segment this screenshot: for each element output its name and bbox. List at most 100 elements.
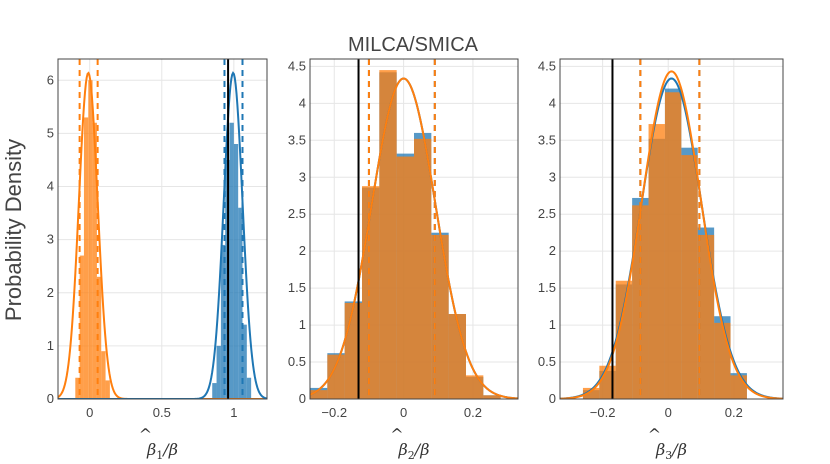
y-tick-label: 1.5 [538, 280, 556, 295]
y-tick-label: 3.5 [538, 132, 556, 147]
histogram-bar-orange [664, 92, 682, 399]
histogram-bar-blue [242, 324, 247, 399]
x-axis-label-subscript: 3 [665, 449, 672, 462]
histogram-bar-orange [681, 155, 698, 399]
panel-frame [309, 58, 519, 400]
y-tick-label: 0 [549, 391, 556, 406]
histogram-bar-orange [414, 138, 432, 399]
y-tick-label: 2 [299, 243, 306, 258]
histogram-bar-orange [448, 314, 466, 399]
y-tick-label: 1 [47, 338, 54, 353]
x-axis-label-tail: /β [413, 440, 430, 459]
histogram-bar-orange [327, 354, 345, 399]
histogram-bar-orange [310, 390, 328, 399]
x-tick-label: 0.5 [153, 405, 171, 420]
x-axis-label: β1/β [146, 440, 178, 462]
histogram-bar-orange [615, 280, 633, 399]
y-tick-label: 3.5 [288, 132, 306, 147]
y-tick-label: 4 [299, 95, 306, 110]
histogram-bar-orange [483, 395, 501, 399]
x-axis-label-symbol: β [146, 440, 156, 459]
histogram-bar-orange [648, 124, 665, 399]
histogram-bar-blue [238, 207, 243, 399]
x-tick-label: 0 [86, 405, 93, 420]
x-axis-label-symbol: β [655, 440, 665, 459]
histogram-bar-blue [246, 377, 252, 399]
fit-curve-blue [58, 71, 267, 399]
histogram-bar-orange [362, 186, 380, 399]
histogram-bar-orange [105, 380, 110, 399]
histogram-bar-blue [212, 383, 217, 399]
panel-beta3: 00.511.522.533.544.5−0.2 0 0.2β3/β^ [538, 58, 784, 462]
y-tick-label: 4.5 [538, 58, 556, 73]
panel-frame [57, 58, 268, 400]
histogram-bar-orange [101, 351, 106, 399]
y-tick-label: 4.5 [288, 58, 306, 73]
x-tick-label: −0.2 [590, 405, 616, 420]
x-axis-label-tail: /β [670, 440, 687, 459]
y-tick-label: 0 [47, 391, 54, 406]
x-tick-label: −0.2 [321, 405, 347, 420]
x-tick-label: 0.2 [725, 405, 743, 420]
x-tick-label: 1 [230, 405, 237, 420]
y-tick-label: 4 [47, 179, 54, 194]
panel-frame [559, 58, 784, 400]
x-tick-label: 0 [665, 405, 672, 420]
y-tick-label: 2.5 [538, 206, 556, 221]
histogram-bar-orange [730, 375, 747, 399]
x-tick-label: 0 [400, 405, 407, 420]
histogram-bar-blue [229, 122, 234, 399]
histogram-bar-blue [233, 144, 239, 399]
fit-curve-blue [560, 77, 783, 399]
x-tick-label: 0.2 [464, 405, 482, 420]
x-axis-label-tail: /β [161, 440, 178, 459]
y-tick-label: 6 [47, 72, 54, 87]
x-axis-label-subscript: 1 [156, 449, 163, 462]
plot-area [310, 59, 518, 399]
histogram-bar-orange [379, 70, 397, 399]
y-tick-label: 2 [47, 285, 54, 300]
plot-area [58, 59, 267, 399]
histogram-bar-orange [83, 117, 89, 399]
y-tick-label: 3 [47, 232, 54, 247]
x-axis-label: β3/β [655, 440, 687, 462]
hat-accent-icon: ^ [648, 425, 661, 444]
histogram-bar-orange [697, 234, 715, 399]
histogram-bar-blue [216, 345, 221, 399]
panel-beta2: 00.511.522.533.544.5−0.2 0 0.2β2/β^ [288, 58, 519, 462]
histogram-bar-orange [96, 276, 102, 399]
y-axis-label: Probability Density [1, 139, 26, 321]
histogram-bar-orange [396, 156, 414, 399]
plot-area [560, 59, 783, 399]
histogram-bar-orange [466, 375, 484, 399]
y-tick-label: 0.5 [538, 354, 556, 369]
y-tick-label: 3 [299, 169, 306, 184]
y-tick-label: 1 [549, 317, 556, 332]
hat-accent-icon: ^ [390, 425, 403, 444]
fit-curve-orange [560, 70, 783, 399]
histogram-bar-orange [714, 322, 731, 399]
x-axis-label-symbol: β [398, 440, 408, 459]
histogram-bar-orange [79, 255, 84, 399]
fit-curve-orange [58, 71, 267, 399]
figure-title: MILCA/SMICA [348, 34, 479, 56]
y-tick-label: 0.5 [288, 354, 306, 369]
x-axis-label-subscript: 2 [408, 449, 415, 462]
histogram-bar-orange [582, 387, 600, 399]
y-tick-label: 1 [299, 317, 306, 332]
y-tick-label: 5 [47, 125, 54, 140]
y-tick-label: 2 [549, 243, 556, 258]
histogram-bar-orange [88, 80, 93, 399]
fit-curve-orange [310, 77, 518, 399]
histogram-bar-blue [220, 244, 226, 399]
x-axis-label: β2/β [398, 440, 430, 462]
y-tick-label: 2.5 [288, 206, 306, 221]
y-tick-label: 3 [549, 169, 556, 184]
y-tick-label: 0 [299, 391, 306, 406]
y-tick-label: 4 [549, 95, 556, 110]
y-tick-label: 1.5 [288, 280, 306, 295]
hat-accent-icon: ^ [139, 425, 152, 444]
